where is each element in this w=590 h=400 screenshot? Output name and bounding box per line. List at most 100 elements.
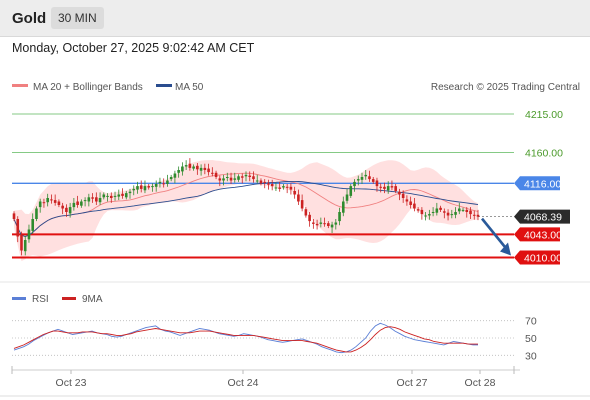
candle-body (117, 194, 121, 197)
instrument-title: Gold (12, 10, 47, 27)
candle-body (341, 201, 345, 213)
level-label: 4043.00 (524, 229, 562, 241)
ma50-legend-swatch (156, 84, 172, 87)
rsi-tick-label: 30 (525, 350, 537, 362)
candle-body (413, 203, 416, 209)
candle-body (203, 167, 207, 170)
candle-body (349, 186, 353, 196)
level-label: 4116.00 (524, 178, 561, 190)
datetime-label: Monday, October 27, 2025 9:02:42 AM CET (12, 41, 255, 55)
candle-body (356, 179, 360, 181)
ma20-legend-label: MA 20 + Bollinger Bands (33, 82, 143, 93)
candle-body (106, 195, 109, 197)
candle-body (184, 165, 188, 167)
candle-body (132, 188, 136, 191)
candle-body (472, 214, 476, 216)
candle-body (345, 194, 349, 201)
candle-body (334, 222, 338, 225)
forecast-arrow-shaft (480, 217, 509, 251)
candle-body (199, 167, 203, 171)
candle-body (222, 178, 225, 181)
candle-body (293, 191, 296, 195)
candle-body (225, 177, 229, 178)
level-tag (514, 227, 560, 242)
candle-body (312, 222, 315, 224)
candle-body (461, 209, 465, 211)
candle-body (50, 199, 53, 201)
candle-body (102, 194, 106, 198)
forecast-arrow (480, 217, 511, 256)
candle-body (143, 186, 147, 191)
candle-body (439, 207, 442, 210)
candle-body (327, 223, 330, 226)
candle-body (383, 186, 386, 189)
candle-body (95, 197, 98, 202)
candle-body (304, 209, 308, 216)
candle-body (173, 173, 177, 178)
candle-body (360, 177, 364, 180)
candle-body (255, 180, 259, 182)
candle-body (65, 207, 68, 212)
candle-body (177, 170, 180, 173)
candle-body (244, 174, 248, 177)
candle-body (61, 205, 64, 209)
candle-body (240, 176, 244, 178)
candle-body (166, 180, 169, 184)
candle-body (259, 180, 263, 184)
candle-body (57, 201, 61, 205)
candle-body (76, 201, 79, 205)
candle-body (398, 191, 401, 195)
candle-body (330, 224, 334, 228)
rsi-panel: 70 50 30 (12, 316, 537, 362)
candle-body (211, 172, 214, 174)
candle-body (394, 186, 397, 191)
candle-body (368, 176, 371, 180)
candle-body (72, 202, 76, 208)
candle-body (416, 209, 420, 211)
candle-body (435, 208, 439, 213)
candle-body (379, 186, 383, 188)
candle-body (267, 183, 270, 185)
candle-body (188, 163, 192, 168)
candle-body (35, 208, 38, 219)
candle-body (91, 197, 94, 199)
candle-body (158, 181, 162, 184)
candle-body (457, 208, 461, 212)
candle-body (121, 193, 124, 196)
rsi-ma-line (13, 326, 478, 353)
candle-body (454, 212, 457, 215)
candle-body (154, 184, 158, 187)
candle-body (109, 195, 113, 198)
x-tick-label: Oct 24 (228, 377, 259, 389)
candle-body (315, 223, 319, 226)
candle-body (124, 193, 128, 198)
candle-body (46, 198, 49, 203)
timeframe-chip[interactable]: 30 MIN (51, 7, 104, 29)
candle-body (214, 172, 218, 177)
candle-body (192, 166, 195, 169)
candle-body (233, 178, 237, 180)
candle-body (285, 186, 289, 188)
candle-body (196, 165, 199, 170)
x-tick-label: Oct 27 (397, 377, 428, 389)
candle-body (98, 198, 102, 203)
forecast-arrow-head (500, 242, 511, 256)
x-tick-label: Oct 28 (465, 377, 496, 389)
candle-body (12, 213, 16, 219)
candle-body (207, 168, 210, 173)
header-bar: Gold 30 MIN (0, 0, 590, 37)
candle-body (386, 186, 390, 191)
candle-body (263, 181, 267, 183)
bollinger-band-area (14, 160, 478, 262)
candle-body (136, 186, 139, 190)
candle-body (424, 215, 427, 217)
last-price-tag (514, 209, 570, 224)
level-tag (514, 176, 560, 191)
rsi-tick-label: 50 (525, 333, 537, 345)
candle-body (469, 210, 472, 215)
candle-body (371, 179, 375, 182)
x-tick-label: Oct 23 (56, 377, 87, 389)
level-label: 4215.00 (525, 109, 563, 121)
candle-body (282, 186, 285, 188)
